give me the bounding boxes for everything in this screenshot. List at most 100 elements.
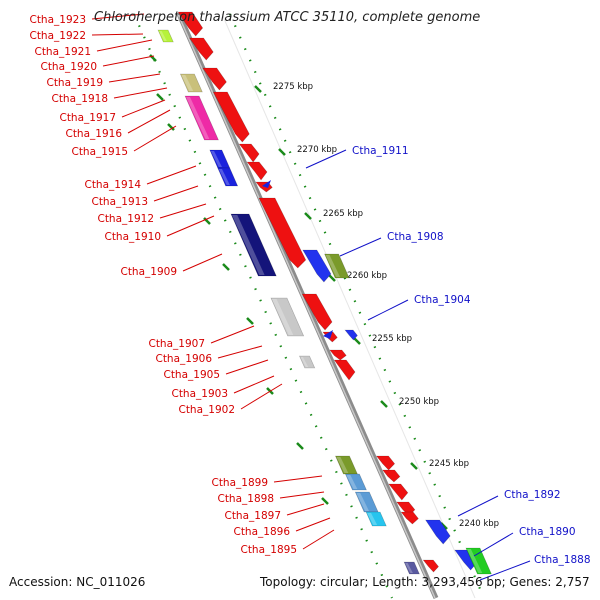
gene-label-left[interactable]: Ctha_1895 xyxy=(240,544,297,556)
gene-red-470[interactable] xyxy=(382,469,401,483)
gene-ctha-1906-arrow[interactable] xyxy=(301,293,333,331)
gene-ctha-1899-box[interactable] xyxy=(335,455,358,475)
kbp-tick-label: 2245 kbp xyxy=(429,459,469,469)
gene-features xyxy=(157,11,492,575)
gene-label-left[interactable]: Ctha_1923 xyxy=(29,14,86,26)
kbp-tick-mark xyxy=(328,274,336,282)
gene-label-right[interactable]: Ctha_1890 xyxy=(519,526,576,538)
gene-ctha-1907-box[interactable] xyxy=(270,297,305,337)
gene-label-left[interactable]: Ctha_1912 xyxy=(97,213,154,225)
gene-label-left[interactable]: Ctha_1915 xyxy=(71,146,128,158)
gene-ctha-1913-box[interactable] xyxy=(217,167,239,187)
gene-ctha-1923-arrow[interactable] xyxy=(177,11,204,37)
gene-label-left[interactable]: Ctha_1910 xyxy=(104,231,161,243)
gene-label-right[interactable]: Ctha_1892 xyxy=(504,489,561,501)
gene-label-left[interactable]: Ctha_1899 xyxy=(211,477,268,489)
gene-red-360[interactable] xyxy=(333,359,356,381)
gene-label-left[interactable]: Ctha_1917 xyxy=(59,112,116,124)
gene-label-left[interactable]: Ctha_1916 xyxy=(65,128,122,140)
kbp-tick-label: 2275 kbp xyxy=(273,82,313,92)
leader-line xyxy=(166,215,215,237)
gene-label-left[interactable]: Ctha_1909 xyxy=(120,266,177,278)
gene-label-left[interactable]: Ctha_1897 xyxy=(224,510,281,522)
gene-ctha-1918-box[interactable] xyxy=(179,73,203,93)
gene-ctha-1905-marker[interactable] xyxy=(323,330,333,339)
gene-ctha-1921-arrow[interactable] xyxy=(188,37,214,61)
leader-line xyxy=(121,99,166,118)
leader-line xyxy=(457,495,499,517)
gene-label-left[interactable]: Ctha_1903 xyxy=(171,388,228,400)
leader-line xyxy=(108,73,161,83)
gene-label-right[interactable]: Ctha_1904 xyxy=(414,294,471,306)
inner-tick-mark xyxy=(167,123,175,131)
inner-tick-mark xyxy=(246,317,254,325)
genome-summary: Topology: circular; Length: 3,293,456 bp… xyxy=(260,575,590,589)
leader-line xyxy=(217,345,263,359)
leader-line xyxy=(233,375,275,394)
gene-red-145[interactable] xyxy=(238,143,260,163)
gene-label-left[interactable]: Ctha_1919 xyxy=(46,77,103,89)
leader-line xyxy=(133,125,177,152)
leader-line xyxy=(273,475,323,483)
leader-line xyxy=(102,55,155,67)
gene-ctha-1896-box[interactable] xyxy=(365,511,387,527)
gene-label-left[interactable]: Ctha_1918 xyxy=(51,93,108,105)
label-leader-lines xyxy=(91,13,531,581)
gene-label-left[interactable]: Ctha_1907 xyxy=(148,338,205,350)
kbp-tick-label: 2265 kbp xyxy=(323,209,363,219)
genome-title: Chloroherpeton thalassium ATCC 35110, co… xyxy=(94,10,481,25)
leader-line xyxy=(302,529,335,550)
leader-line xyxy=(113,87,168,99)
gene-red-350[interactable] xyxy=(329,349,347,361)
gene-ctha-1895-box[interactable] xyxy=(403,561,420,575)
gene-ctha-1910-box[interactable] xyxy=(230,213,277,277)
left-gene-labels: Ctha_1923 Ctha_1922 Ctha_1921 Ctha_1920 Ctha… xyxy=(29,14,297,556)
gene-label-left[interactable]: Ctha_1905 xyxy=(163,369,220,381)
gene-red-162[interactable] xyxy=(246,161,268,181)
gene-ctha-1915-box[interactable] xyxy=(184,95,219,141)
gene-ctha-1919-arrow[interactable] xyxy=(202,67,227,91)
gene-red-456[interactable] xyxy=(375,455,396,471)
leader-line xyxy=(96,39,153,52)
leader-line xyxy=(479,560,531,581)
gene-ctha-1922-box[interactable] xyxy=(157,29,174,43)
gene-label-right[interactable]: Ctha_1908 xyxy=(387,231,444,243)
gene-ctha-1908-box[interactable] xyxy=(324,253,350,279)
gene-label-right[interactable]: Ctha_1888 xyxy=(534,554,591,566)
gene-ctha-1909-arrow[interactable] xyxy=(258,197,307,269)
gene-label-left[interactable]: Ctha_1906 xyxy=(155,353,212,365)
gene-ctha-1911-marker[interactable] xyxy=(262,180,271,188)
gene-ctha-1892-arrow[interactable] xyxy=(425,519,451,545)
gene-label-left[interactable]: Ctha_1913 xyxy=(91,196,148,208)
inner-tick-mark xyxy=(203,217,211,225)
gene-ctha-1914-box[interactable] xyxy=(209,149,231,169)
gene-ctha-1903-box[interactable] xyxy=(299,355,316,369)
gene-label-left[interactable]: Ctha_1922 xyxy=(29,30,86,42)
gene-label-right[interactable]: Ctha_1911 xyxy=(352,145,409,157)
inner-tick-mark xyxy=(321,497,329,505)
leader-line xyxy=(339,237,382,257)
kbp-tick-label: 2240 kbp xyxy=(459,519,499,529)
gene-label-left[interactable]: Ctha_1920 xyxy=(40,61,97,73)
leader-line xyxy=(286,503,325,516)
gene-label-left[interactable]: Ctha_1898 xyxy=(217,493,274,505)
gene-ctha-1908-arrow[interactable] xyxy=(302,249,332,283)
gene-label-left[interactable]: Ctha_1902 xyxy=(178,404,235,416)
leader-line xyxy=(182,253,223,272)
gene-ctha-1888-box[interactable] xyxy=(465,547,492,575)
gene-ctha-1897-box[interactable] xyxy=(354,491,379,513)
gene-ctha-1916-arrow[interactable] xyxy=(212,91,250,143)
gene-red-512[interactable] xyxy=(400,511,419,525)
kbp-tick-mark xyxy=(353,337,361,345)
gene-red-484[interactable] xyxy=(388,483,409,501)
inner-tick-mark xyxy=(222,263,230,271)
inner-tick-mark xyxy=(156,93,164,101)
gene-label-left[interactable]: Ctha_1896 xyxy=(233,526,290,538)
gene-ctha-1904-arrow[interactable] xyxy=(344,329,358,341)
gene-label-left[interactable]: Ctha_1921 xyxy=(34,46,91,58)
gene-red-560[interactable] xyxy=(422,559,439,573)
genome-backbone-highlight xyxy=(177,13,436,599)
gene-label-left[interactable]: Ctha_1914 xyxy=(84,179,141,191)
gene-ctha-1898-box[interactable] xyxy=(344,473,367,491)
